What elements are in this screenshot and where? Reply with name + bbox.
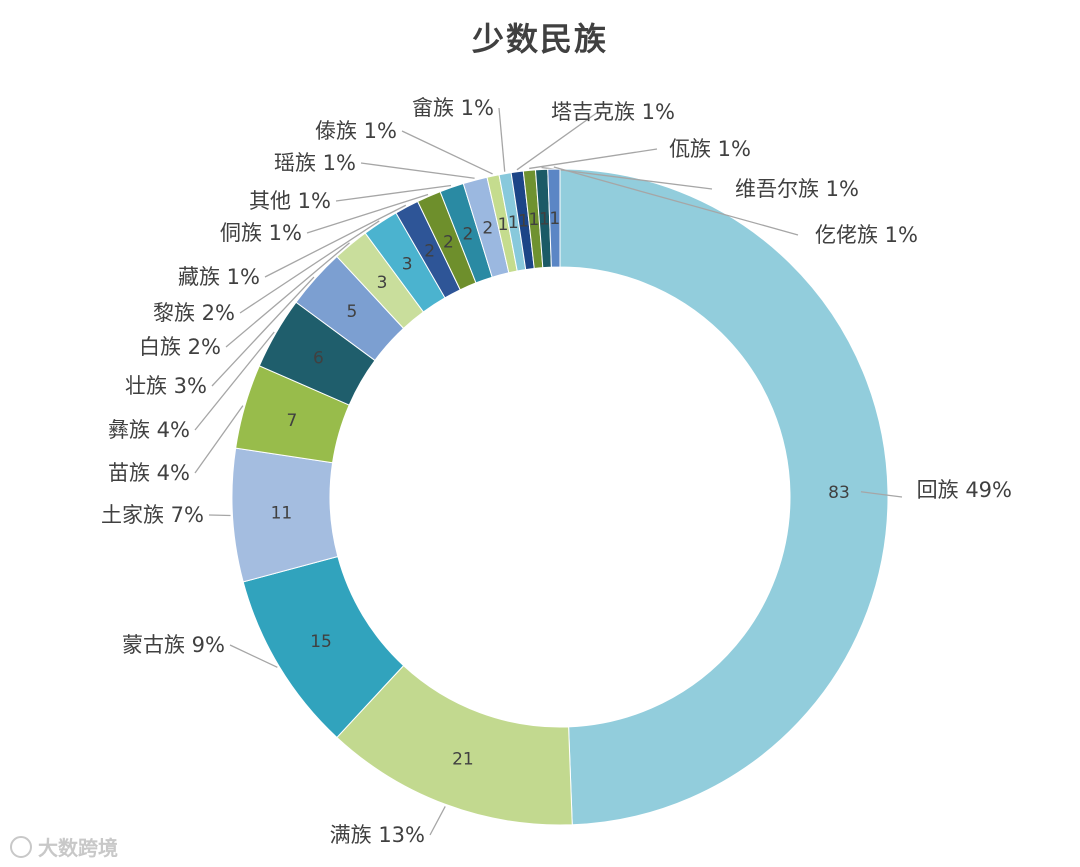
leader-line [360,162,475,179]
slice-value-label: 2 [482,219,493,239]
slice-value-label: 2 [443,232,454,252]
slice-value-label: 11 [271,504,293,524]
slice-category-label: 瑶族 1% [274,151,356,175]
watermark-text: 大数跨境 [38,836,118,860]
slice-category-label: 土家族 7% [101,503,204,527]
slice-category-label: 蒙古族 9% [122,633,225,657]
leader-line [225,242,350,348]
slice-value-label: 1 [539,209,550,229]
slice-value-label: 3 [377,273,388,293]
leader-line [335,184,452,202]
slice-category-label: 塔吉克族 1% [551,100,675,124]
slice-category-label: 苗族 4% [108,461,190,485]
slice-category-label: 佤族 1% [669,137,751,161]
slice-category-label: 仡佬族 1% [815,223,918,247]
leader-line [498,107,506,172]
leader-line [208,514,231,517]
leader-line [211,276,315,387]
leader-line [194,405,244,474]
slice-category-label: 回族 49% [917,478,1012,502]
slice-category-label: 其他 1% [249,189,331,213]
slice-category-label: 藏族 1% [178,265,260,289]
slice-category-label: 满族 13% [330,823,425,847]
watermark: 大数跨境 [10,832,118,861]
leader-line [239,220,380,314]
slice-value-label: 1 [529,210,540,230]
slice-category-label: 畲族 1% [412,96,494,120]
slice-value-label: 21 [452,750,474,770]
slice-category-label: 侗族 1% [220,221,302,245]
leader-line [194,331,275,431]
donut-slice [559,168,889,826]
slice-category-label: 维吾尔族 1% [735,177,859,201]
slice-value-label: 2 [462,225,473,245]
slice-category-label: 白族 2% [139,335,221,359]
slice-value-label: 1 [508,213,519,233]
leader-line [529,148,658,170]
leader-line [553,166,799,236]
watermark-logo-icon [10,835,32,858]
leader-line [264,204,407,278]
leader-line [860,491,903,498]
slice-value-label: 1 [498,215,509,235]
slice-value-label: 1 [549,209,560,229]
slice-category-label: 壮族 3% [125,374,207,398]
leader-line [429,806,446,836]
slice-value-label: 15 [310,632,332,652]
slice-category-label: 傣族 1% [315,119,397,143]
donut-slice [547,168,561,268]
slice-value-label: 6 [313,349,324,369]
slice-value-label: 5 [347,302,358,322]
slice-value-label: 1 [518,211,529,231]
leader-line [401,130,493,175]
leader-line [516,111,599,171]
slice-value-label: 2 [424,241,435,261]
slice-value-label: 3 [402,255,413,275]
slice-value-label: 83 [828,483,850,503]
leader-line [306,193,429,234]
slice-category-label: 彝族 4% [108,418,190,442]
leader-line [229,644,278,668]
slice-category-label: 黎族 2% [153,301,235,325]
slice-value-label: 7 [286,411,297,431]
chart-title: 少数民族 [471,20,608,58]
